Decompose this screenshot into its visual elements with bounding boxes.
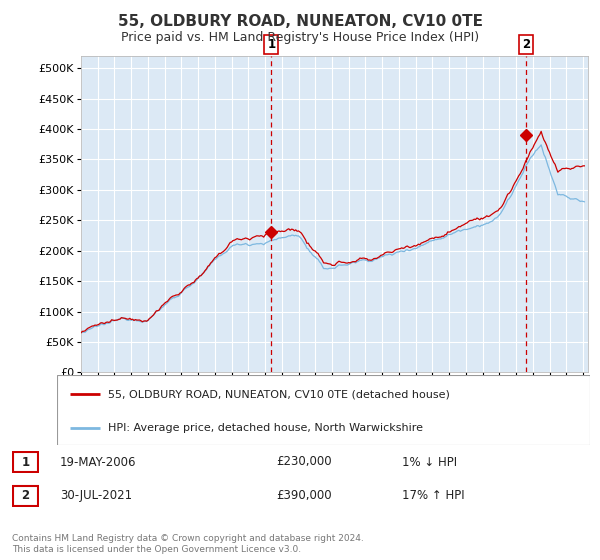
Text: HPI: Average price, detached house, North Warwickshire: HPI: Average price, detached house, Nort… — [107, 423, 422, 433]
Text: 2: 2 — [521, 38, 530, 52]
Text: £390,000: £390,000 — [276, 489, 332, 502]
Text: 2: 2 — [22, 489, 29, 502]
Text: 19-MAY-2006: 19-MAY-2006 — [60, 455, 137, 469]
Text: 1% ↓ HPI: 1% ↓ HPI — [402, 455, 457, 469]
Text: Price paid vs. HM Land Registry's House Price Index (HPI): Price paid vs. HM Land Registry's House … — [121, 31, 479, 44]
Text: 1: 1 — [22, 455, 29, 469]
Text: Contains HM Land Registry data © Crown copyright and database right 2024.
This d: Contains HM Land Registry data © Crown c… — [12, 534, 364, 554]
Text: 55, OLDBURY ROAD, NUNEATON, CV10 0TE: 55, OLDBURY ROAD, NUNEATON, CV10 0TE — [118, 14, 482, 29]
Text: 30-JUL-2021: 30-JUL-2021 — [60, 489, 132, 502]
Text: 17% ↑ HPI: 17% ↑ HPI — [402, 489, 464, 502]
Text: £230,000: £230,000 — [276, 455, 332, 469]
Text: 1: 1 — [268, 38, 275, 52]
Text: 55, OLDBURY ROAD, NUNEATON, CV10 0TE (detached house): 55, OLDBURY ROAD, NUNEATON, CV10 0TE (de… — [107, 389, 449, 399]
